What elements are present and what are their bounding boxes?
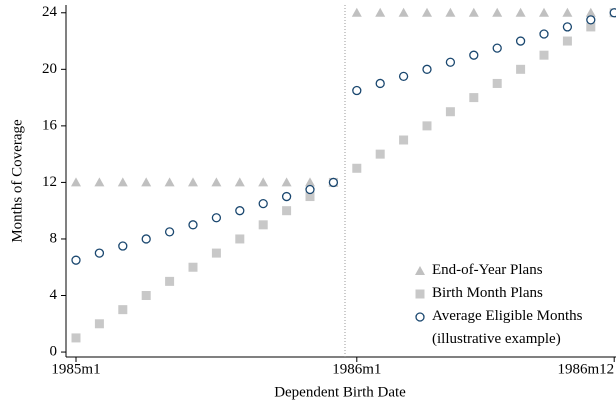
triangle-marker bbox=[71, 177, 81, 187]
square-marker bbox=[492, 78, 502, 88]
circle-marker bbox=[211, 213, 222, 223]
square-marker bbox=[141, 291, 151, 301]
circle-marker bbox=[164, 227, 175, 237]
y-tick-label: 8 bbox=[50, 230, 58, 246]
square-marker bbox=[375, 149, 385, 159]
circle-marker bbox=[352, 85, 362, 96]
triangle-marker bbox=[258, 177, 269, 187]
square-marker bbox=[188, 262, 198, 272]
y-tick-label: 20 bbox=[42, 61, 57, 77]
triangle-marker bbox=[164, 177, 175, 187]
triangle-marker bbox=[141, 177, 152, 187]
legend-item: Average Eligible Months (illustrative ex… bbox=[410, 305, 612, 351]
triangle-marker bbox=[281, 177, 292, 187]
circle-marker bbox=[422, 64, 432, 74]
square-marker bbox=[445, 107, 455, 117]
circle-marker bbox=[118, 241, 128, 251]
y-tick-label: 16 bbox=[42, 117, 58, 133]
legend: End-of-Year Plans Birth Month Plans Averag… bbox=[410, 259, 612, 351]
square-marker bbox=[516, 64, 526, 74]
square-marker bbox=[562, 36, 572, 46]
circle-marker bbox=[515, 36, 526, 46]
circle-marker bbox=[586, 15, 596, 25]
triangle-marker bbox=[562, 7, 573, 17]
circle-marker bbox=[539, 29, 549, 39]
circle-marker bbox=[235, 206, 245, 216]
circle-marker bbox=[492, 43, 502, 53]
triangle-marker bbox=[188, 177, 198, 187]
square-marker bbox=[211, 248, 221, 258]
x-axis-label: Dependent Birth Date bbox=[274, 384, 406, 400]
triangle-marker bbox=[445, 7, 456, 17]
triangle-marker bbox=[398, 7, 409, 17]
circle-marker bbox=[469, 50, 479, 60]
square-marker bbox=[352, 163, 362, 173]
square-marker bbox=[422, 121, 432, 131]
triangle-marker bbox=[539, 7, 549, 17]
y-tick-label: 12 bbox=[42, 174, 57, 190]
triangle-marker bbox=[515, 7, 526, 17]
circle-marker bbox=[445, 57, 456, 67]
circle-marker bbox=[609, 8, 616, 18]
circle-marker bbox=[562, 22, 573, 32]
triangle-marker bbox=[117, 177, 128, 187]
circle-marker bbox=[71, 255, 81, 265]
circle-marker bbox=[305, 184, 315, 195]
legend-label: End-of-Year Plans bbox=[432, 262, 543, 278]
circle-marker bbox=[94, 248, 105, 258]
legend-item: End-of-Year Plans bbox=[410, 259, 612, 282]
square-marker bbox=[399, 135, 409, 145]
circle-marker bbox=[375, 78, 385, 89]
legend-item: Birth Month Plans bbox=[410, 282, 612, 305]
circle-marker bbox=[415, 312, 425, 322]
y-tick-label: 24 bbox=[42, 4, 58, 20]
x-tick-label: 1986m1 bbox=[332, 361, 381, 377]
square-marker bbox=[282, 206, 292, 216]
y-tick-label: 4 bbox=[50, 287, 58, 303]
triangle-marker bbox=[422, 7, 432, 17]
circle-marker bbox=[141, 234, 151, 244]
x-tick-label: 1985m1 bbox=[51, 361, 100, 377]
y-axis-label: Months of Coverage bbox=[9, 119, 25, 243]
triangle-marker bbox=[585, 7, 596, 17]
triangle-marker bbox=[211, 177, 222, 187]
triangle-marker bbox=[305, 177, 315, 187]
triangle-marker bbox=[415, 266, 425, 275]
square-marker bbox=[539, 50, 549, 60]
y-tick-label: 0 bbox=[50, 343, 58, 359]
circle-marker bbox=[398, 71, 409, 82]
circle-marker bbox=[258, 198, 268, 209]
square-marker bbox=[258, 220, 268, 230]
legend-symbol bbox=[415, 312, 425, 322]
triangle-marker bbox=[94, 177, 105, 187]
square-marker bbox=[165, 276, 175, 286]
triangle-marker bbox=[492, 7, 503, 17]
square-marker bbox=[118, 305, 128, 315]
square-marker bbox=[586, 22, 596, 32]
square-marker bbox=[305, 192, 315, 202]
legend-label: Average Eligible Months (illustrative ex… bbox=[432, 308, 583, 347]
square-marker bbox=[235, 234, 245, 244]
circle-marker bbox=[188, 220, 198, 230]
circle-marker bbox=[328, 177, 339, 188]
triangle-marker bbox=[234, 177, 245, 187]
square-marker bbox=[71, 333, 81, 343]
triangle-marker bbox=[375, 7, 386, 17]
legend-symbol bbox=[415, 289, 425, 299]
triangle-marker bbox=[468, 7, 479, 17]
triangle-marker bbox=[351, 7, 362, 17]
circle-marker bbox=[281, 191, 292, 202]
square-marker bbox=[469, 93, 479, 103]
legend-symbol bbox=[415, 266, 425, 275]
x-tick-label: 1986m12 bbox=[558, 361, 615, 377]
legend-label: Birth Month Plans bbox=[432, 285, 543, 301]
square-marker bbox=[415, 289, 425, 299]
square-marker bbox=[94, 319, 104, 329]
